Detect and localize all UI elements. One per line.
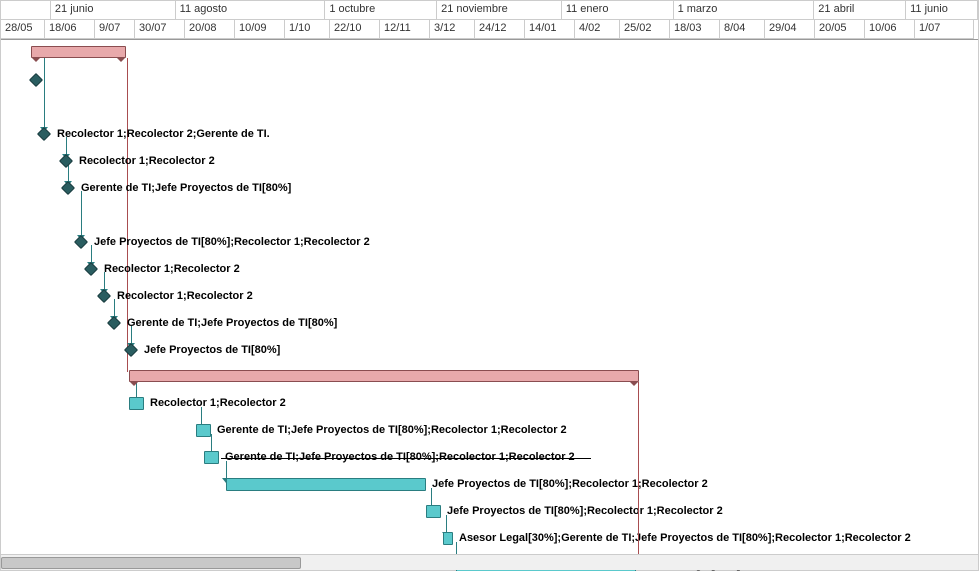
timescale-minor-label: 3/12 — [430, 20, 475, 39]
timescale-minor-label: 30/07 — [135, 20, 185, 39]
task-bar[interactable] — [226, 478, 426, 491]
dependency-line — [44, 56, 45, 129]
timescale: 21 junio11 agosto1 octubre21 noviembre11… — [1, 1, 978, 40]
task-bar[interactable] — [443, 532, 453, 545]
timescale-major-label: 21 abril — [814, 1, 906, 20]
task-bar[interactable] — [129, 397, 144, 410]
timescale-major-label: 11 agosto — [176, 1, 326, 20]
timescale-minor-label: 18/03 — [670, 20, 720, 39]
task-resource-label: Recolector 1;Recolector 2 — [117, 290, 253, 302]
task-resource-label: Jefe Proyectos de TI[80%];Recolector 1;R… — [432, 478, 708, 490]
timescale-tier1: 21 junio11 agosto1 octubre21 noviembre11… — [1, 1, 978, 20]
task-resource-label: Recolector 1;Recolector 2 — [79, 155, 215, 167]
task-resource-label: Gerente de TI;Jefe Proyectos de TI[80%];… — [217, 424, 567, 436]
timescale-major-label: 11 enero — [562, 1, 674, 20]
timescale-minor-label: 18/06 — [45, 20, 95, 39]
timescale-major-label: 11 junio — [906, 1, 978, 20]
horizontal-scrollbar[interactable] — [1, 554, 978, 570]
timescale-major-label: 1 marzo — [674, 1, 815, 20]
gantt-chart: 21 junio11 agosto1 octubre21 noviembre11… — [0, 0, 979, 571]
milestone-marker[interactable] — [29, 73, 43, 87]
task-bar[interactable] — [204, 451, 219, 464]
timescale-minor-label: 1/07 — [915, 20, 974, 39]
timescale-minor-label: 9/07 — [95, 20, 135, 39]
task-resource-label: Jefe Proyectos de TI[80%] — [144, 344, 280, 356]
timescale-minor-label: 4/02 — [575, 20, 620, 39]
timescale-minor-label: 24/12 — [475, 20, 525, 39]
timescale-minor-label: 12/11 — [380, 20, 430, 39]
task-resource-label: Recolector 1;Recolector 2;Gerente de TI. — [57, 128, 270, 140]
task-resource-label: Gerente de TI;Jefe Proyectos de TI[80%] — [127, 317, 337, 329]
task-resource-label: Jefe Proyectos de TI[80%];Recolector 1;R… — [94, 236, 370, 248]
dependency-line — [81, 191, 82, 237]
task-resource-label: Gerente de TI;Jefe Proyectos de TI[80%];… — [225, 451, 575, 463]
timescale-minor-label: 29/04 — [765, 20, 815, 39]
timescale-minor-label: 20/05 — [815, 20, 865, 39]
timescale-major-label: 1 octubre — [325, 1, 437, 20]
timescale-minor-label: 28/05 — [1, 20, 45, 39]
task-resource-label: Jefe Proyectos de TI[80%];Recolector 1;R… — [447, 505, 723, 517]
summary-bar[interactable] — [31, 46, 126, 58]
timescale-minor-label: 14/01 — [525, 20, 575, 39]
summary-bar[interactable] — [129, 370, 639, 382]
task-bar[interactable] — [426, 505, 441, 518]
task-bar[interactable] — [196, 424, 211, 437]
gantt-body[interactable]: Recolector 1;Recolector 2;Gerente de TI.… — [1, 40, 979, 571]
timescale-major-label: 21 junio — [51, 1, 176, 20]
scrollbar-thumb[interactable] — [1, 557, 301, 569]
task-resource-label: Recolector 1;Recolector 2 — [104, 263, 240, 275]
timescale-tier2: 28/0518/069/0730/0720/0810/091/1022/1012… — [1, 20, 978, 39]
timescale-major-label: 21 noviembre — [437, 1, 562, 20]
timescale-minor-label: 10/06 — [865, 20, 915, 39]
timescale-minor-label: 20/08 — [185, 20, 235, 39]
timescale-minor-label: 22/10 — [330, 20, 380, 39]
timescale-minor-label: 25/02 — [620, 20, 670, 39]
task-resource-label: Asesor Legal[30%];Gerente de TI;Jefe Pro… — [459, 532, 911, 544]
task-resource-label: Gerente de TI;Jefe Proyectos de TI[80%] — [81, 182, 291, 194]
timescale-minor-label: 10/09 — [235, 20, 285, 39]
timescale-minor-label: 8/04 — [720, 20, 765, 39]
timescale-minor-label: 1/10 — [285, 20, 330, 39]
task-resource-label: Recolector 1;Recolector 2 — [150, 397, 286, 409]
